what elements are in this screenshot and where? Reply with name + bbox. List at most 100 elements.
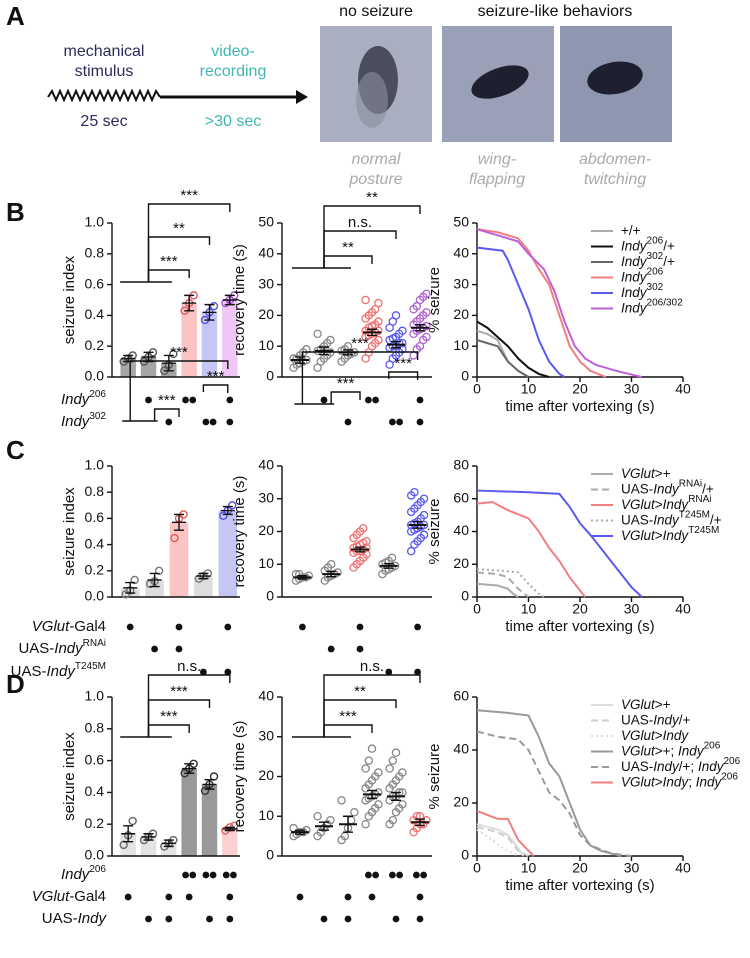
y-tick-label: 0.6 (85, 751, 105, 767)
legend-label-part: 206 (647, 236, 664, 247)
genotype-label-part: VGlut (32, 618, 70, 635)
legend-label-part: Indy (621, 269, 648, 284)
significance-bracket (147, 674, 231, 737)
error-bar (121, 825, 136, 843)
error-bar (222, 826, 237, 832)
legend-label-part: /+; (679, 759, 698, 774)
x-tick-label: 40 (675, 860, 691, 876)
genotype-dot (165, 893, 173, 901)
x-tick-label: 0 (473, 381, 481, 397)
y-tick-label: 20 (258, 522, 274, 538)
x-tick-label: 10 (521, 381, 537, 397)
genotype-label: UAS-IndyT245M (11, 661, 106, 680)
legend-label-part: 206/302 (647, 298, 684, 309)
error-bar (182, 763, 197, 775)
significance-label: *** (351, 335, 369, 352)
genotype-dot (389, 871, 396, 879)
caption: flapping (469, 171, 525, 188)
genotype-dot (296, 893, 304, 901)
data-point (326, 815, 335, 825)
data-point (130, 575, 139, 585)
y-axis-label: seizure index (61, 487, 78, 576)
significance-bracket (388, 371, 419, 380)
video-header: seizure-like behaviors (478, 3, 633, 20)
y-tick-label: 0 (266, 588, 274, 604)
y-tick-label: 0.8 (85, 720, 105, 736)
panel-label: C (6, 435, 25, 465)
significance-bracket (323, 699, 397, 737)
genotype-dot (209, 871, 217, 879)
significance-label: *** (180, 187, 198, 204)
data-point (374, 317, 383, 326)
significance-bracket (323, 230, 397, 268)
legend-label-part: Indy (621, 254, 648, 269)
y-tick-label: 10 (258, 337, 274, 353)
legend-label: UAS-IndyT245M/+ (621, 510, 722, 527)
series-line (476, 339, 530, 378)
genotype-dot (226, 915, 234, 923)
significance-bracket (202, 384, 229, 393)
series-line (476, 500, 586, 598)
legend-label-part: ; (688, 774, 696, 789)
significance-label: ** (342, 239, 354, 256)
legend-label-part: RNAi (679, 479, 702, 490)
significance-bracket (147, 203, 231, 282)
data-point (406, 546, 416, 556)
genotype-label: Indy206 (61, 864, 106, 883)
genotype-dot (145, 915, 152, 923)
bar (194, 576, 213, 597)
significance-label: *** (160, 253, 178, 270)
legend-label-part: >+; (655, 743, 678, 758)
genotype-dot (230, 871, 237, 879)
data-point (422, 332, 431, 342)
y-tick-label: 40 (258, 245, 274, 261)
significance-bracket (147, 236, 211, 282)
data-point (219, 511, 228, 520)
y-tick-label: 10 (258, 807, 274, 823)
significance-label: *** (158, 392, 176, 409)
genotype-dot (413, 871, 420, 879)
legend-label-part: VGlut (621, 728, 656, 743)
genotype-dot (145, 396, 152, 404)
genotype-label-part: Indy (47, 663, 77, 680)
genotype-label-part: Indy (61, 391, 91, 408)
legend-label-part: /+ (710, 512, 722, 527)
significance-bracket (147, 269, 190, 282)
y-tick-label: 60 (453, 489, 469, 505)
genotype-dot (202, 871, 210, 879)
legend-label-part: UAS- (621, 712, 653, 727)
data-point (374, 788, 383, 797)
legend-label-part: 206 (723, 756, 740, 767)
legend-label-part: Indy (621, 300, 648, 315)
genotype-dot (416, 915, 424, 923)
data-point (398, 338, 407, 348)
caption: twitching (584, 171, 646, 188)
genotype-label-part: T245M (75, 661, 106, 672)
y-axis-label: % seizure (426, 499, 443, 565)
x-axis-label: time after vortexing (s) (505, 877, 654, 894)
significance-bracket (330, 391, 361, 404)
y-tick-label: 0.8 (85, 483, 105, 499)
data-point (337, 796, 346, 805)
legend-label-part: >+ (655, 697, 671, 712)
genotype-dot (344, 893, 352, 901)
legend-label-part: VGlut (621, 497, 656, 512)
bar (218, 510, 238, 597)
data-point (391, 748, 401, 757)
y-axis-label: recovery time (s) (231, 476, 248, 588)
y-tick-label: 40 (258, 457, 274, 473)
error-bar (391, 791, 401, 802)
significance-label: n.s. (177, 658, 201, 675)
genotype-dot (165, 418, 173, 426)
x-tick-label: 20 (572, 381, 588, 397)
significance-label: ** (173, 220, 185, 237)
genotype-dot (368, 893, 376, 901)
error-bar (297, 575, 308, 580)
significance-bracket (323, 255, 373, 268)
bar (169, 522, 189, 597)
legend-label-part: 206 (721, 772, 738, 783)
y-tick-label: 30 (258, 727, 274, 743)
y-axis-label: recovery time (s) (231, 244, 248, 356)
y-tick-label: 0.2 (85, 815, 105, 831)
genotype-label-part: Indy (61, 413, 91, 430)
